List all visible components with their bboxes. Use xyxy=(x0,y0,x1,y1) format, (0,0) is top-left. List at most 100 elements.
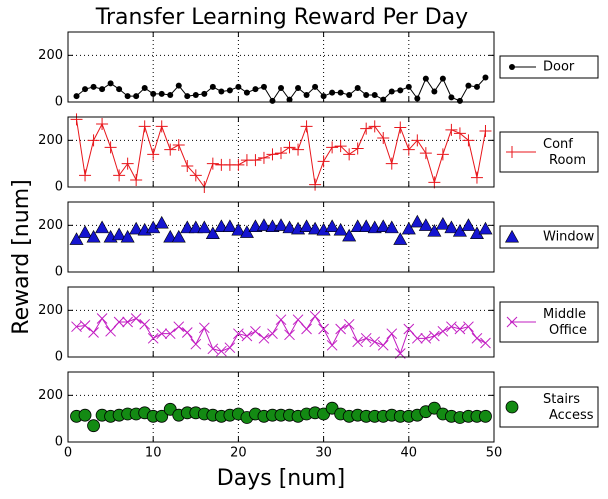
marker xyxy=(180,220,195,234)
marker xyxy=(418,218,433,231)
marker xyxy=(351,142,364,155)
marker xyxy=(155,409,169,423)
marker xyxy=(292,143,305,156)
marker xyxy=(283,141,296,154)
y-tick-label: 0 xyxy=(55,265,63,280)
plot-frame xyxy=(67,371,495,443)
marker xyxy=(188,220,203,234)
marker xyxy=(205,226,220,239)
marker xyxy=(385,157,398,170)
marker xyxy=(478,221,493,235)
marker xyxy=(479,409,492,423)
marker xyxy=(163,229,178,243)
marker xyxy=(184,93,191,100)
marker xyxy=(112,227,127,241)
marker xyxy=(201,90,208,97)
marker xyxy=(122,316,133,328)
marker xyxy=(335,323,346,335)
marker xyxy=(465,82,472,89)
marker xyxy=(275,147,287,160)
legend-label: Stairs Access xyxy=(543,392,594,423)
y-tick-label: 200 xyxy=(38,218,63,233)
marker xyxy=(209,83,216,90)
marker xyxy=(105,325,116,337)
marker xyxy=(87,419,100,433)
y-tick-label: 0 xyxy=(55,435,63,450)
y-tick-label: 0 xyxy=(55,350,63,365)
legend-marker xyxy=(504,229,520,243)
marker xyxy=(150,90,157,97)
marker xyxy=(360,332,372,344)
marker xyxy=(326,339,338,351)
marker xyxy=(70,113,83,126)
markers xyxy=(70,401,492,433)
marker xyxy=(257,151,270,164)
marker xyxy=(241,330,253,342)
marker xyxy=(235,83,242,90)
marker xyxy=(320,93,327,100)
marker xyxy=(154,215,169,229)
marker xyxy=(116,86,123,93)
y-tick-label: 200 xyxy=(38,303,63,318)
marker xyxy=(226,87,233,94)
y-tick-label: 0 xyxy=(55,95,63,110)
marker xyxy=(337,89,344,96)
legend-box xyxy=(499,55,599,79)
plot-frame xyxy=(67,201,495,273)
marker xyxy=(414,95,421,102)
marker xyxy=(303,92,310,98)
marker xyxy=(393,232,408,245)
marker xyxy=(429,330,440,342)
marker xyxy=(401,221,416,235)
marker xyxy=(206,157,219,170)
marker xyxy=(138,120,151,133)
marker xyxy=(96,118,109,130)
marker xyxy=(422,75,429,82)
marker xyxy=(299,219,314,232)
marker xyxy=(269,97,276,104)
marker xyxy=(79,320,91,331)
marker xyxy=(260,83,267,90)
marker xyxy=(384,220,399,234)
marker xyxy=(292,314,304,326)
marker xyxy=(139,318,151,330)
legend-box xyxy=(499,225,599,249)
marker xyxy=(231,222,246,236)
marker xyxy=(334,140,347,153)
marker xyxy=(318,323,329,335)
markers xyxy=(71,310,491,359)
y-tick-label: 200 xyxy=(38,133,63,148)
y-tick-label: 200 xyxy=(38,388,63,403)
marker xyxy=(192,92,199,98)
markers xyxy=(73,74,489,104)
marker xyxy=(317,155,330,168)
marker xyxy=(403,323,415,335)
marker xyxy=(444,220,459,234)
marker xyxy=(437,325,449,337)
marker xyxy=(222,219,237,232)
legend-marker xyxy=(506,146,518,158)
marker xyxy=(87,134,100,147)
marker xyxy=(350,219,365,232)
marker xyxy=(207,343,219,355)
x-axis-label: Days [num] xyxy=(217,466,345,491)
marker xyxy=(173,321,185,333)
marker xyxy=(96,313,108,324)
marker xyxy=(233,328,244,340)
marker xyxy=(354,85,361,91)
marker xyxy=(436,148,449,161)
markers xyxy=(70,113,492,193)
marker xyxy=(278,85,284,91)
x-tick-label: 0 xyxy=(64,446,72,461)
marker xyxy=(158,90,165,97)
marker xyxy=(99,86,106,93)
marker xyxy=(462,134,475,147)
marker xyxy=(405,83,412,90)
marker xyxy=(410,214,425,228)
marker xyxy=(352,336,364,348)
marker xyxy=(189,169,202,182)
marker xyxy=(155,120,168,133)
marker xyxy=(325,219,340,232)
marker xyxy=(121,157,134,170)
marker xyxy=(359,219,374,232)
